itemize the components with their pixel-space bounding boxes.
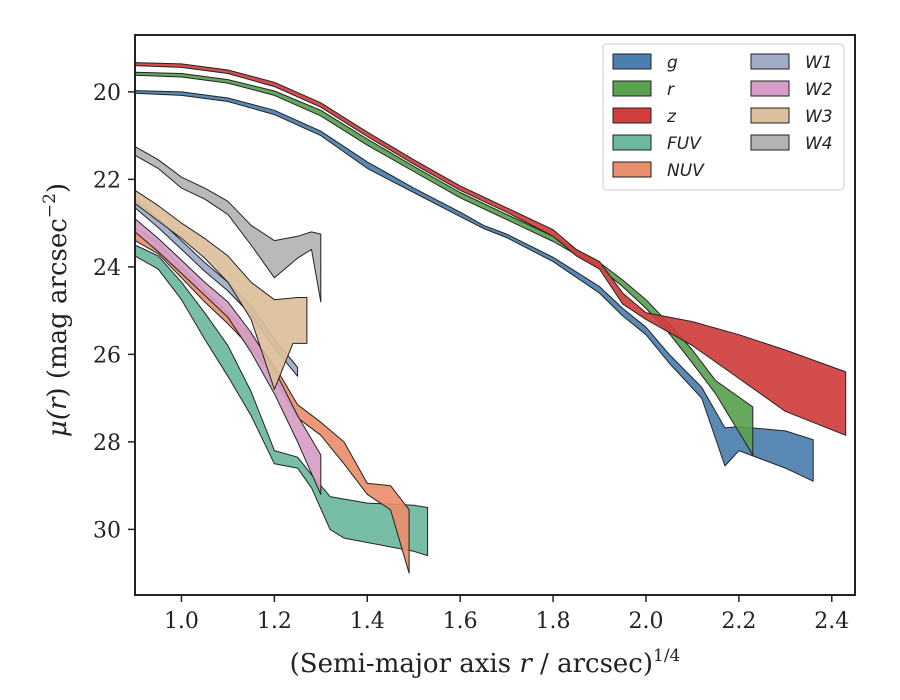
legend-label: z <box>666 107 677 127</box>
legend-label: W1 <box>805 53 833 73</box>
x-axis-label: (Semi-major axis r / arcsec)1/4 <box>290 646 681 679</box>
legend-item-z: z <box>612 107 677 127</box>
y-axis-ticks: 20 22 24 26 28 30 <box>93 81 135 543</box>
legend-swatch <box>612 107 652 124</box>
y-tick-label: 22 <box>93 168 121 193</box>
legend-item-w3: W3 <box>750 107 833 127</box>
band-z <box>134 62 847 436</box>
profile-bands <box>134 62 847 574</box>
band-w3 <box>134 189 308 390</box>
legend-swatch <box>612 80 652 97</box>
legend-label: r <box>667 80 675 100</box>
band-w4 <box>134 146 322 303</box>
band-r <box>134 71 754 456</box>
x-tick-label: 2.2 <box>721 609 756 634</box>
x-tick-label: 2.0 <box>628 609 663 634</box>
x-axis-ticks: 1.0 1.2 1.4 1.6 1.8 2.0 2.2 2.4 <box>164 595 849 634</box>
legend-swatch <box>750 80 790 97</box>
x-tick-label: 2.4 <box>814 609 849 634</box>
legend-item-nuv: NUV <box>612 161 705 181</box>
legend-swatch <box>612 161 652 178</box>
y-tick-label: 28 <box>93 431 121 456</box>
x-tick-label: 1.8 <box>536 609 571 634</box>
legend-swatch <box>612 53 652 70</box>
legend-swatch <box>750 107 790 124</box>
band-w1 <box>134 198 299 377</box>
y-tick-label: 30 <box>93 518 121 543</box>
legend-item-g: g <box>612 53 678 73</box>
legend-label: g <box>667 53 678 73</box>
x-tick-label: 1.6 <box>443 609 478 634</box>
plot-frame <box>134 34 856 596</box>
legend-label: W2 <box>805 80 833 100</box>
legend-label: FUV <box>667 134 702 154</box>
x-tick-label: 1.2 <box>257 609 292 634</box>
y-tick-label: 20 <box>93 81 121 106</box>
legend-swatch <box>750 134 790 151</box>
band-w2 <box>134 218 322 495</box>
legend-item-fuv: FUV <box>612 134 702 154</box>
legend-swatch <box>750 53 790 70</box>
y-tick-label: 24 <box>93 256 121 281</box>
y-tick-label: 26 <box>93 343 121 368</box>
legend-item-r: r <box>612 80 675 100</box>
legend-label: W3 <box>805 107 833 127</box>
legend-item-w2: W2 <box>750 80 833 100</box>
legend-label: NUV <box>667 161 705 181</box>
band-fuv <box>134 244 429 557</box>
legend-label: W4 <box>805 134 833 154</box>
legend: grz FUV NUV W1 W2 W3 W4 <box>602 43 845 191</box>
y-axis-label: μ(r) (mag arcsec−2) <box>40 183 73 437</box>
x-tick-label: 1.4 <box>350 609 385 634</box>
legend-swatch <box>612 134 652 151</box>
legend-item-w1: W1 <box>750 53 833 73</box>
legend-item-w4: W4 <box>750 134 833 154</box>
x-tick-label: 1.0 <box>164 609 199 634</box>
